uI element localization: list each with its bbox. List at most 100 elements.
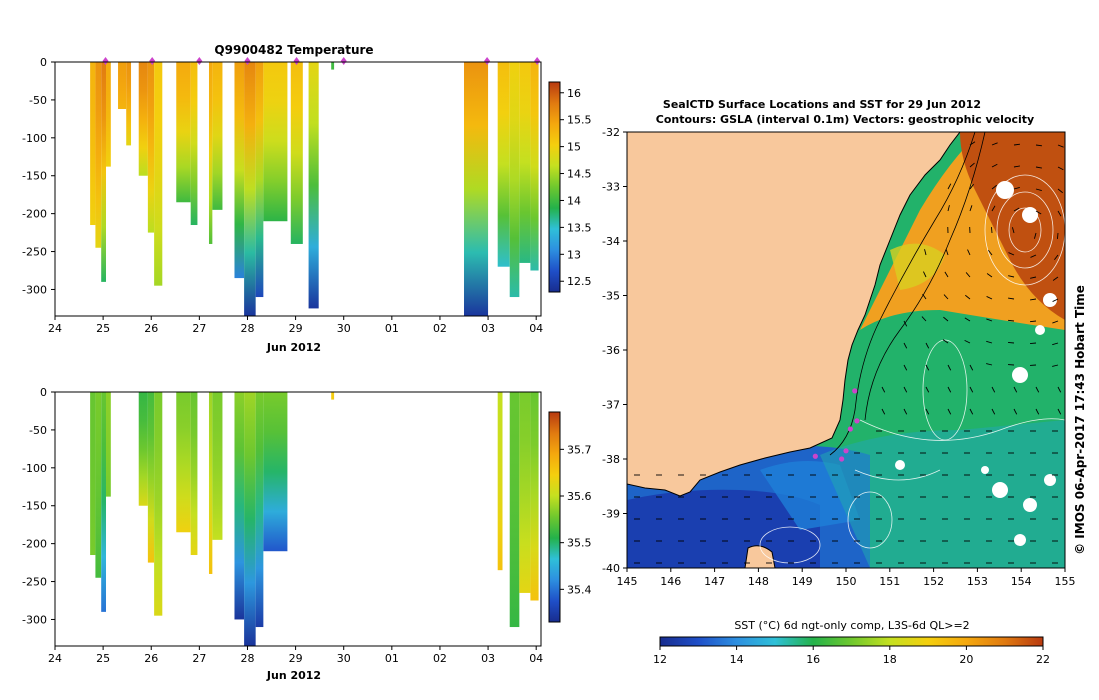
colorbar-tick-label: 15.5: [567, 114, 592, 127]
sst-colorbar-tick-label: 14: [730, 653, 744, 666]
profile-column: [244, 392, 256, 646]
velocity-vector: [1011, 227, 1015, 234]
velocity-vector: [969, 205, 973, 212]
profile-marker: [484, 57, 491, 65]
velocity-vector: [943, 294, 949, 300]
x-tick-label: 25: [96, 322, 110, 335]
profile-column: [530, 62, 539, 271]
profile-column: [126, 62, 132, 146]
profile-column: [212, 62, 223, 210]
seal-location-marker: [852, 388, 858, 394]
sst-colorbar-tick-label: 16: [806, 653, 820, 666]
map-subtitle: Contours: GSLA (interval 0.1m) Vectors: …: [656, 113, 1034, 126]
temperature-colorbar: 16 15.5 15 14.5 14 13.5 13 12.5: [548, 81, 592, 293]
velocity-vector: [944, 271, 949, 278]
map-x-tick-label: 155: [1055, 575, 1076, 588]
y-tick-label: -300: [22, 283, 47, 296]
profile-column: [234, 62, 245, 279]
velocity-vector: [903, 320, 908, 327]
profile-column: [138, 392, 148, 506]
velocity-vector: [947, 386, 952, 393]
salinity-colorbar: 35.7 35.6 35.5 35.4: [548, 411, 592, 623]
profile-column: [208, 62, 213, 244]
colorbar-tick-label: 13.5: [567, 221, 592, 234]
ocean-mid-band: [820, 420, 1065, 568]
velocity-vector: [1013, 187, 1020, 190]
x-tick-label: 27: [192, 652, 206, 665]
profile-column: [95, 392, 102, 578]
velocity-vector: [1008, 252, 1015, 256]
profile-column: [212, 392, 223, 540]
velocity-vector: [1035, 188, 1042, 191]
x-tick-label: 30: [337, 652, 351, 665]
y-tick-label: -50: [29, 94, 47, 107]
y-tick-label: -250: [22, 576, 47, 589]
profile-marker: [293, 57, 300, 65]
velocity-vector: [921, 316, 927, 322]
velocity-vector: [1013, 143, 1021, 146]
velocity-vector: [1007, 341, 1015, 344]
map-x-tick-label: 152: [923, 575, 944, 588]
velocity-vector: [986, 363, 993, 366]
y-tick-label: -50: [29, 424, 47, 437]
velocity-vector: [1057, 408, 1062, 415]
x-tick-label: 04: [529, 322, 543, 335]
profile-marker: [534, 57, 541, 65]
colorbar-tick-label: 16: [567, 87, 581, 100]
colorbar-ramp: [548, 411, 561, 623]
map-y-tick-label: -40: [602, 562, 620, 575]
profile-column: [101, 392, 107, 612]
profile-column: [90, 392, 96, 556]
map-x-tick-label: 151: [879, 575, 900, 588]
seal-location-marker: [839, 456, 845, 462]
velocity-vector: [1029, 342, 1037, 345]
salinity-plot-frame: [54, 391, 542, 647]
temperature-plot-title: Q9900482 Temperature: [214, 43, 373, 57]
sst-colorbar-tick-label: 20: [959, 653, 973, 666]
profile-column: [263, 392, 288, 552]
x-tick-label: 03: [481, 652, 495, 665]
salinity-x-axis-label: Jun 2012: [266, 669, 321, 682]
velocity-vector: [903, 386, 908, 393]
profile-column: [290, 62, 303, 244]
velocity-vector: [1007, 319, 1015, 322]
profile-column: [154, 392, 163, 616]
x-tick-label: 28: [240, 652, 254, 665]
x-tick-label: 29: [289, 652, 303, 665]
profile-marker: [340, 57, 347, 65]
salinity-section-plot: 24 25 26 27 28 29 30 01 02 03 04 0 -50 -100 -150 -200 -2…: [22, 386, 591, 682]
gsla-contours-black: [829, 132, 986, 456]
velocity-vector: [1057, 144, 1064, 148]
map-y-tick-label: -36: [602, 344, 620, 357]
velocity-vector: [924, 249, 927, 256]
gsla-contours: [759, 174, 1065, 564]
x-tick-label: 27: [192, 322, 206, 335]
map-x-tick-label: 146: [660, 575, 681, 588]
velocity-vector: [991, 386, 996, 393]
map-y-tick-label: -37: [602, 399, 620, 412]
y-tick-label: -150: [22, 500, 47, 513]
velocity-vector: [991, 226, 993, 234]
profile-column: [90, 62, 96, 226]
velocity-vector: [903, 342, 908, 349]
profile-column: [147, 62, 155, 233]
y-tick-label: -200: [22, 208, 47, 221]
tasmania-tip: [744, 545, 776, 568]
x-tick-label: 24: [48, 652, 62, 665]
velocity-vector: [1013, 207, 1020, 212]
colorbar-ramp: [548, 81, 561, 293]
velocity-vector: [1052, 276, 1059, 281]
colorbar-tick-label: 35.7: [567, 443, 592, 456]
y-tick-label: -150: [22, 170, 47, 183]
velocity-vector: [925, 386, 930, 393]
profile-column: [95, 62, 102, 248]
map-x-tick-label: 149: [792, 575, 813, 588]
profile-column: [497, 62, 510, 267]
velocity-vector: [1057, 188, 1063, 194]
ocean-cool-inner: [627, 489, 820, 568]
x-tick-label: 01: [385, 652, 399, 665]
profile-column: [509, 392, 520, 628]
map-x-tick-label: 145: [617, 575, 638, 588]
velocity-vector: [1035, 408, 1040, 415]
